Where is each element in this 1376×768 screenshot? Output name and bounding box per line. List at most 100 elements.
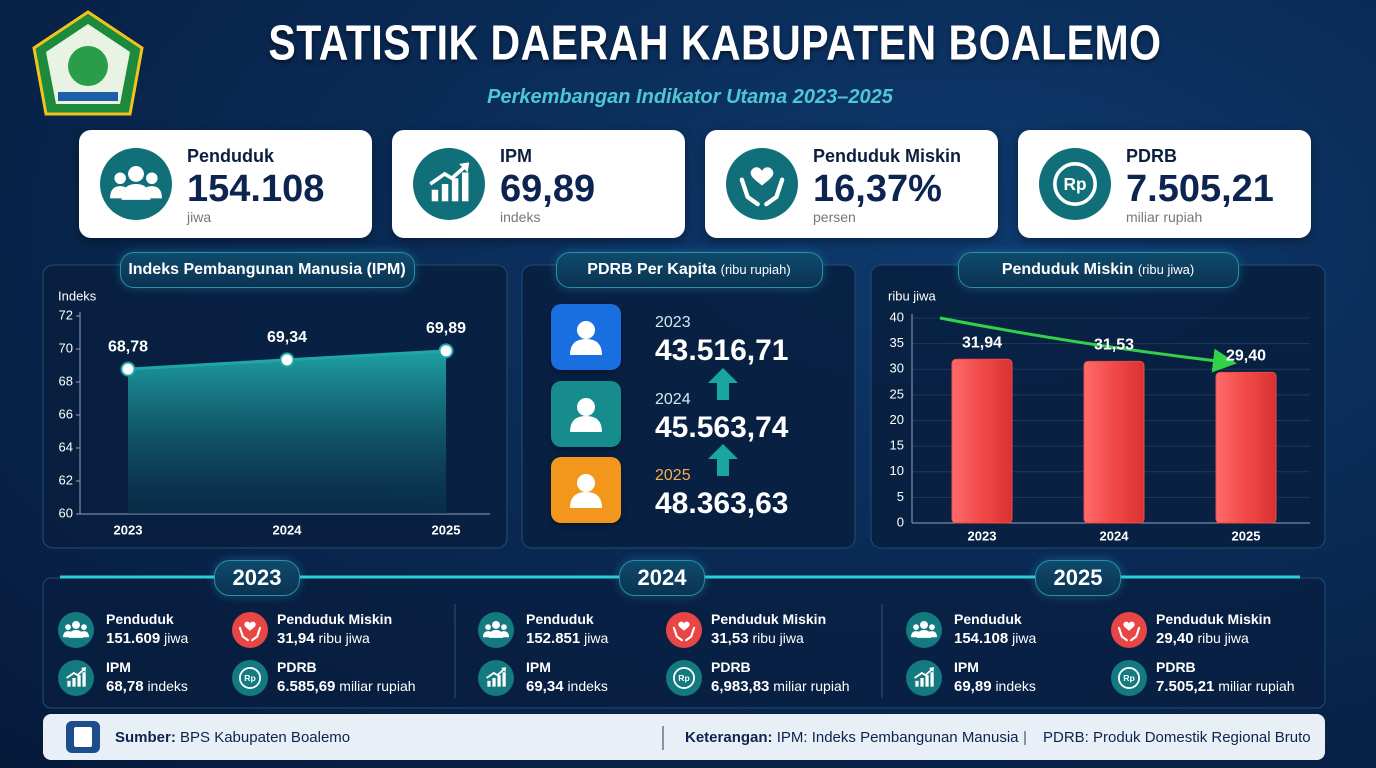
people-icon <box>478 612 514 648</box>
icon-glyph <box>143 186 162 199</box>
rp-icon: Rp <box>1039 148 1111 220</box>
icon-glyph <box>570 492 602 508</box>
x-tick-label: 2024 <box>273 522 303 537</box>
bar <box>951 358 1013 524</box>
hands-icon <box>232 612 268 648</box>
item-value-line: 68,78 indeks <box>106 678 188 695</box>
icon-glyph <box>72 621 80 629</box>
icon-glyph <box>114 172 126 184</box>
icon-glyph <box>1118 667 1140 689</box>
kpi-value: 69,89 <box>500 168 596 210</box>
footer-note: Keterangan: IPM: Indeks Pembangunan Manu… <box>685 729 1019 746</box>
icon-glyph <box>570 339 602 355</box>
icon-glyph <box>1039 148 1111 220</box>
currency-symbol: Rp <box>1123 673 1135 683</box>
item-value: 7.505,21 <box>1156 678 1215 695</box>
icon-glyph <box>63 621 89 638</box>
panel-title-text: Indeks Pembangunan Manusia (IPM) <box>128 261 406 278</box>
icon-glyph <box>929 667 935 673</box>
hands-icon <box>726 148 798 220</box>
panel-title-text: Penduduk Miskin <box>1001 261 1134 278</box>
footer-source: Sumber: BPS Kabupaten Boalemo <box>115 729 350 746</box>
footer-source-label: Sumber: <box>115 729 176 746</box>
y-tick-label: 25 <box>890 386 904 401</box>
item-value: 29,40 <box>1156 630 1194 647</box>
icon-glyph <box>577 398 595 416</box>
y-tick-label: 35 <box>890 335 904 350</box>
item-unit: indeks <box>567 678 608 694</box>
y-tick-label: 0 <box>897 514 904 529</box>
item-unit: indeks <box>995 678 1036 694</box>
icon-glyph <box>81 667 87 673</box>
kpi-label: PDRB <box>1126 146 1178 166</box>
icon-glyph <box>128 166 144 182</box>
kpi-unit: jiwa <box>187 209 212 225</box>
item-value: 68,78 <box>106 678 144 695</box>
pdrb-value: 45.563,74 <box>655 411 789 444</box>
kpi-value: 16,37% <box>813 168 942 210</box>
icon-glyph <box>121 184 151 200</box>
icon-glyph <box>239 667 261 689</box>
panel-title-note: (ribu rupiah) <box>720 262 791 277</box>
chart-icon <box>58 660 94 696</box>
footer-note-text: PDRB: Produk Domestik Regional Bruto <box>1043 729 1311 746</box>
icon-glyph <box>577 474 595 492</box>
item-label: Penduduk <box>106 611 174 627</box>
item-value: 154.108 <box>954 630 1009 647</box>
icon-glyph <box>750 167 774 186</box>
panel-title: Penduduk Miskin (ribu jiwa) <box>957 252 1239 288</box>
item-value-line: 7.505,21 miliar rupiah <box>1156 678 1295 695</box>
icon-glyph <box>678 621 690 631</box>
people-icon <box>100 148 172 220</box>
item-label: PDRB <box>1156 659 1196 675</box>
icon-glyph <box>499 631 509 638</box>
y-tick-label: 64 <box>59 439 73 454</box>
item-label: Penduduk Miskin <box>1156 611 1272 627</box>
footer-note-text: IPM: Indeks Pembangunan Manusia <box>776 729 1019 746</box>
currency-symbol: Rp <box>244 673 256 683</box>
person-icon <box>570 398 602 432</box>
item-value: 31,53 <box>711 630 749 647</box>
icon-glyph <box>487 672 506 687</box>
year-pill: 2025 <box>1035 560 1121 596</box>
icon-glyph <box>82 672 86 687</box>
y-tick-label: 10 <box>890 463 904 478</box>
icon-glyph <box>244 621 256 631</box>
item-label: PDRB <box>711 659 751 675</box>
y-tick-label: 60 <box>59 505 73 520</box>
data-label: 69,89 <box>426 320 466 337</box>
y-tick-label: 5 <box>897 489 904 504</box>
year-pill: 2024 <box>619 560 705 596</box>
icon-glyph <box>502 672 506 687</box>
icon-glyph <box>927 631 937 638</box>
item-label: Penduduk <box>954 611 1022 627</box>
icon-glyph <box>441 184 449 202</box>
item-value: 31,94 <box>277 630 315 647</box>
item-value-line: 31,53 ribu jiwa <box>711 630 804 647</box>
icon-glyph <box>459 162 470 173</box>
item-label: IPM <box>954 659 979 675</box>
y-tick-label: 72 <box>59 307 73 322</box>
icon-glyph <box>915 680 919 687</box>
pdrb-value: 48.363,63 <box>655 487 789 520</box>
icon-glyph <box>110 186 129 199</box>
y-axis-label: Indeks <box>58 288 97 303</box>
bar <box>1083 360 1145 524</box>
item-unit: ribu jiwa <box>318 630 370 646</box>
icon-glyph <box>929 624 935 630</box>
x-tick-label: 2023 <box>968 528 997 543</box>
icon-glyph <box>79 631 89 638</box>
line-point <box>120 361 136 377</box>
icon-glyph <box>146 172 158 184</box>
icon-glyph <box>485 624 491 630</box>
icon-glyph <box>672 626 696 642</box>
icon-glyph <box>58 660 94 696</box>
item-label: IPM <box>106 659 131 675</box>
logo-ribbon <box>58 92 118 101</box>
data-label: 31,53 <box>1094 337 1134 354</box>
chart-icon <box>413 148 485 220</box>
footer-bar <box>43 714 1325 760</box>
icon-glyph <box>487 680 491 687</box>
kpi-value: 154.108 <box>187 168 325 210</box>
up-arrow <box>708 444 738 476</box>
